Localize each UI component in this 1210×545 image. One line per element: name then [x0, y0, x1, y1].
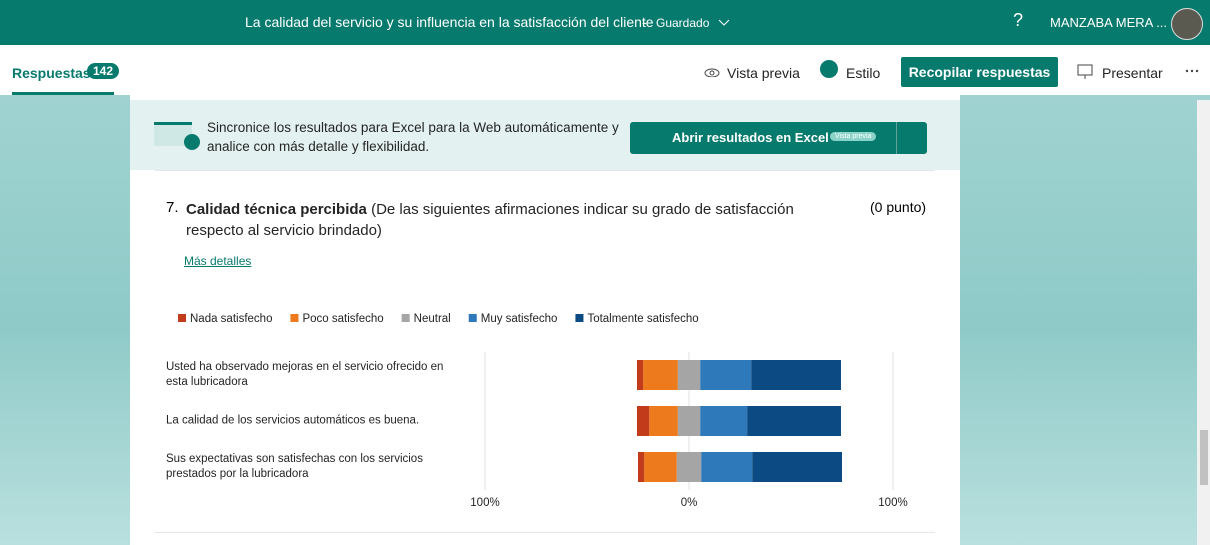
- results-card: Sincronice los resultados para Excel par…: [130, 95, 960, 545]
- open-excel-button[interactable]: Abrir resultados en Excel Vista previa: [630, 122, 927, 154]
- scrollbar[interactable]: [1197, 100, 1210, 545]
- excel-icon: [154, 122, 200, 150]
- eye-icon: [704, 67, 720, 77]
- legend-label: Neutral: [414, 313, 451, 325]
- x-tick-label: 0%: [681, 497, 698, 509]
- chart: Nada satisfecho Poco satisfecho Neutral Muy…: [130, 290, 960, 520]
- present-icon: [1077, 64, 1093, 80]
- bar-segment: [752, 452, 842, 482]
- present-button[interactable]: Presentar: [1102, 65, 1163, 81]
- page: La calidad del servicio y su influencia …: [0, 0, 1210, 545]
- category-label: Sus expectativas son satisfechas con los…: [166, 452, 456, 482]
- question-text: Calidad técnica percibida (De las siguie…: [186, 199, 826, 241]
- bar-segment: [700, 360, 751, 390]
- tab-underline: [12, 92, 114, 95]
- open-excel-label[interactable]: Abrir resultados en Excel: [672, 130, 829, 145]
- banner-text: Sincronice los resultados para Excel par…: [207, 118, 627, 156]
- user-name[interactable]: MANZABA MERA ...: [1050, 15, 1167, 30]
- scroll-thumb[interactable]: [1200, 430, 1208, 485]
- legend-swatch: [290, 314, 298, 322]
- style-button[interactable]: Estilo: [846, 65, 880, 81]
- legend-label: Poco satisfecho: [302, 313, 383, 325]
- toolbar: Respuestas 142 Vista previa Estilo Recop…: [0, 45, 1210, 95]
- style-icon: [820, 60, 838, 78]
- form-title: La calidad del servicio y su influencia …: [245, 14, 654, 30]
- bar-segment: [637, 406, 649, 436]
- legend-label: Nada satisfecho: [190, 313, 272, 325]
- bar-segment: [751, 360, 841, 390]
- responses-tab[interactable]: Respuestas: [12, 65, 91, 81]
- legend-swatch: [402, 314, 410, 322]
- save-status[interactable]: Guardado: [656, 16, 709, 30]
- avatar[interactable]: [1171, 8, 1203, 40]
- more-menu[interactable]: [1185, 69, 1199, 73]
- x-tick-label: 100%: [878, 497, 907, 509]
- divider: [155, 532, 935, 533]
- bar-segment: [701, 452, 752, 482]
- title-bar: La calidad del servicio y su influencia …: [0, 0, 1210, 45]
- legend-swatch: [575, 314, 583, 322]
- question-number: 7.: [166, 199, 179, 216]
- divider: [155, 170, 935, 171]
- bar-segment: [643, 360, 678, 390]
- chevron[interactable]: [718, 18, 730, 28]
- bar-segment: [637, 360, 643, 390]
- divider: [896, 122, 897, 154]
- bar-segment: [677, 452, 701, 482]
- collect-button[interactable]: Recopilar respuestas: [901, 57, 1058, 87]
- bar-segment: [638, 452, 644, 482]
- category-label: Usted ha observado mejoras en el servici…: [166, 360, 456, 390]
- bar-segment: [649, 406, 678, 436]
- bar-segment: [700, 406, 747, 436]
- chart-svg: Nada satisfecho Poco satisfecho Neutral Muy…: [130, 290, 960, 520]
- help-button[interactable]: ?: [1013, 10, 1023, 31]
- legend-swatch: [178, 314, 186, 322]
- bar-segment: [678, 406, 700, 436]
- preview-button[interactable]: Vista previa: [727, 65, 800, 81]
- excel-banner: Sincronice los resultados para Excel par…: [130, 100, 960, 170]
- legend-swatch: [469, 314, 477, 322]
- bar-segment: [747, 406, 841, 436]
- category-label: La calidad de los servicios automáticos …: [166, 414, 456, 429]
- preview-badge: Vista previa: [830, 132, 876, 141]
- separator: -: [642, 14, 647, 30]
- x-tick-label: 100%: [470, 497, 499, 509]
- legend-label: Muy satisfecho: [481, 313, 558, 325]
- details-link[interactable]: Más detalles: [184, 254, 251, 268]
- question-points: (0 punto): [870, 199, 926, 215]
- legend-label: Totalmente satisfecho: [587, 313, 698, 325]
- bar-segment: [644, 452, 677, 482]
- bar-segment: [678, 360, 700, 390]
- question-title: Calidad técnica percibida: [186, 201, 367, 218]
- responses-count: 142: [87, 63, 119, 79]
